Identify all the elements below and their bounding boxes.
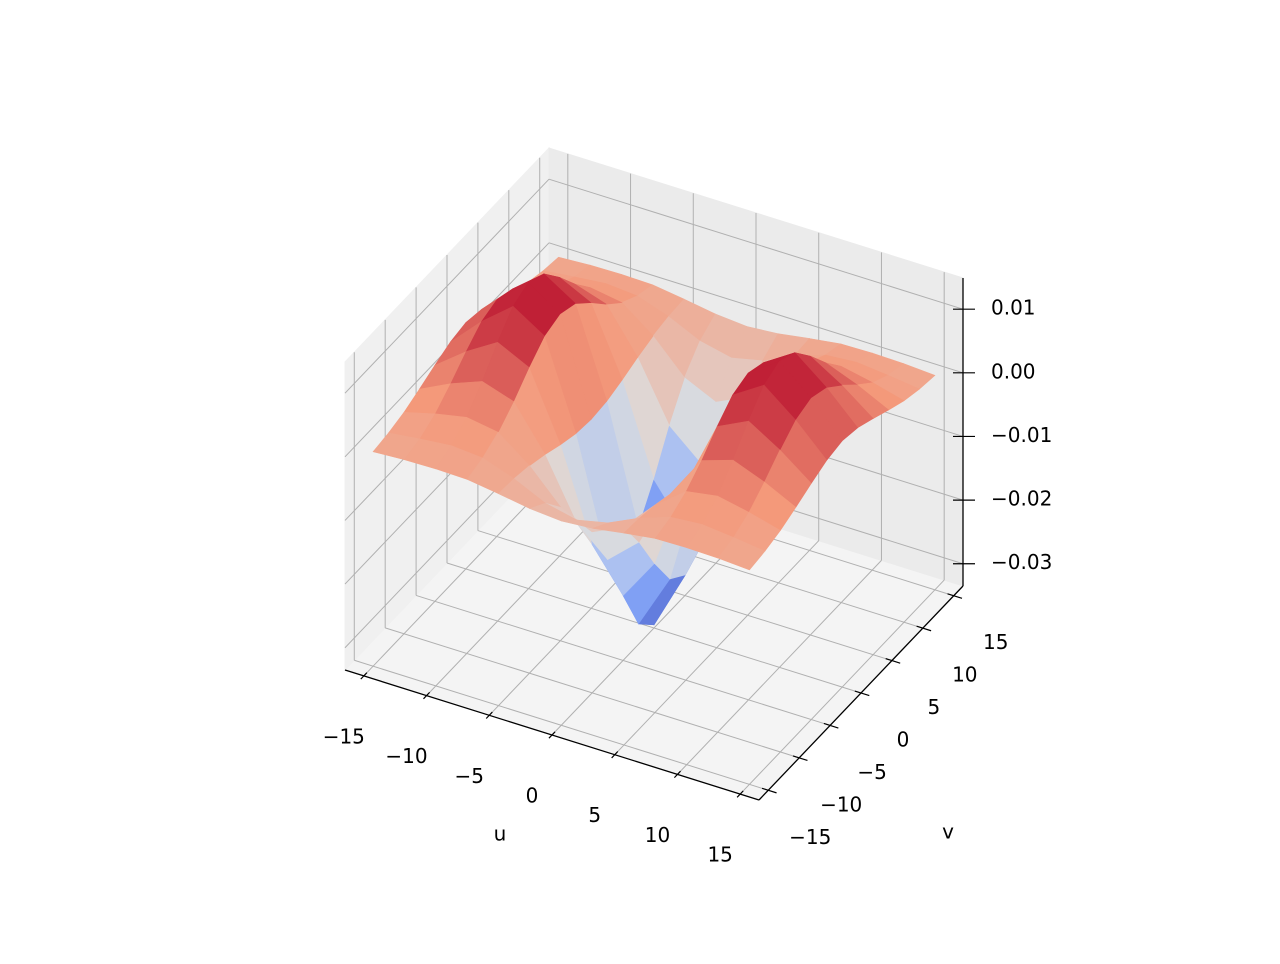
z-tick-label: −0.03	[991, 550, 1052, 574]
grid-line	[344, 178, 550, 394]
y-tick-label: −10	[820, 792, 862, 816]
y-tick-mark	[823, 722, 839, 729]
grid-line	[415, 594, 831, 726]
z-tick-label: 0.00	[991, 359, 1036, 383]
grid-line	[446, 562, 862, 694]
grid-line	[477, 530, 893, 662]
y-tick-mark	[916, 625, 932, 632]
x-tick-label: −5	[455, 764, 484, 788]
grid-line	[385, 627, 800, 759]
y-tick-mark	[854, 690, 870, 697]
z-tick-label: −0.02	[991, 487, 1052, 511]
y-tick-label: 5	[928, 695, 941, 719]
y-tick-label: 10	[952, 663, 977, 687]
x-tick-label: 10	[645, 823, 670, 847]
grid-line	[548, 242, 964, 374]
y-tick-label: 15	[983, 630, 1008, 654]
x-tick-label: 15	[707, 843, 732, 867]
surface-patch	[717, 537, 766, 571]
x-axis-line	[344, 669, 760, 801]
y-tick-label: −5	[857, 760, 886, 784]
x-axis-label: u	[494, 822, 507, 846]
y-tick-mark	[885, 658, 901, 664]
grid-line	[548, 178, 964, 310]
y-tick-mark	[761, 787, 777, 794]
x-tick-label: 5	[588, 803, 601, 827]
y-tick-label: 0	[897, 728, 910, 752]
y-axis-label: v	[942, 820, 954, 844]
z-tick-label: 0.01	[991, 296, 1036, 320]
x-tick-label: −10	[385, 744, 427, 768]
x-tick-label: 0	[526, 784, 539, 808]
y-tick-label: −15	[789, 825, 831, 849]
x-tick-label: −15	[323, 724, 365, 748]
y-tick-mark	[792, 755, 808, 762]
z-tick-label: −0.01	[991, 423, 1052, 447]
y-axis-line	[758, 585, 964, 801]
y-tick-mark	[947, 593, 963, 599]
grid-line	[354, 659, 769, 791]
